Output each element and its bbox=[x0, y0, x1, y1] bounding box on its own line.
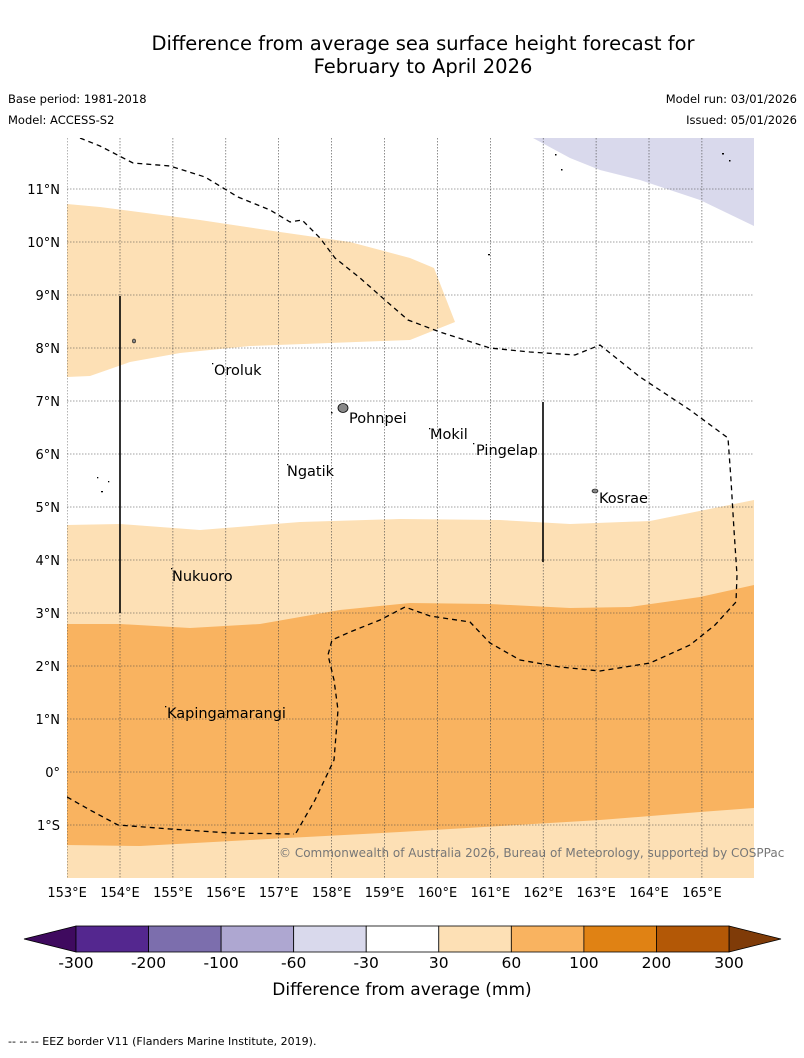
atoll-marker bbox=[132, 338, 136, 344]
longitude-tick-label: 165°E bbox=[682, 886, 722, 901]
colorbar-tick-label: -60 bbox=[281, 954, 306, 972]
latitude-tick-label: 10°N bbox=[27, 236, 60, 251]
colorbar-tick-label: 60 bbox=[501, 954, 521, 972]
place-label-mokil: Mokil bbox=[430, 427, 468, 443]
longitude-tick-label: 156°E bbox=[206, 886, 246, 901]
colorbar-tick-label: -300 bbox=[58, 954, 93, 972]
latitude-tick-label: 9°N bbox=[36, 289, 61, 304]
longitude-tick-label: 158°E bbox=[312, 886, 352, 901]
colorbar-tick-label: 300 bbox=[714, 954, 744, 972]
latitude-tick-label: 0° bbox=[45, 766, 60, 781]
colorbar-segment bbox=[583, 925, 657, 953]
colorbar-segment bbox=[220, 925, 295, 953]
latitude-tick-label: 8°N bbox=[36, 342, 61, 357]
place-label-ngatik: Ngatik bbox=[287, 464, 335, 480]
longitude-tick-label: 162°E bbox=[523, 886, 563, 901]
map-area: Oroluk Pohnpei Mokil Pingelap Ngatik Kos… bbox=[67, 138, 754, 878]
longitude-tick-label: 153°E bbox=[47, 886, 87, 901]
place-label-pohnpei: Pohnpei bbox=[349, 411, 407, 427]
graticule bbox=[67, 138, 754, 878]
longitude-tick-label: 159°E bbox=[365, 886, 405, 901]
longitude-tick-label: 155°E bbox=[153, 886, 193, 901]
colorbar-label: Difference from average (mm) bbox=[272, 980, 531, 1000]
colorbar-segment bbox=[148, 925, 222, 953]
anomaly-band-neg30-neg60 bbox=[533, 138, 754, 226]
title-line-1: Difference from average sea surface heig… bbox=[151, 32, 695, 55]
latitude-tick-label: 6°N bbox=[36, 448, 61, 463]
longitude-tick-label: 154°E bbox=[100, 886, 140, 901]
colorbar-tick-label: -200 bbox=[131, 954, 166, 972]
latitude-tick-label: 5°N bbox=[36, 501, 61, 516]
colorbar-segment bbox=[438, 925, 512, 953]
longitude-tick-label: 160°E bbox=[418, 886, 458, 901]
base-period: Base period: 1981-2018 bbox=[8, 92, 147, 106]
minor-islets bbox=[97, 153, 731, 708]
colorbar-segment bbox=[75, 925, 149, 953]
colorbar-extend-high bbox=[728, 925, 782, 953]
latitude-labels: 11°N 10°N 9°N 8°N 7°N 6°N 5°N 4°N 3°N 2°N 1°N 0° 1°S bbox=[27, 183, 60, 834]
latitude-tick-label: 7°N bbox=[36, 395, 61, 410]
eez-border-north bbox=[79, 138, 738, 834]
colorbar-segments bbox=[75, 925, 730, 953]
latitude-tick-label: 2°N bbox=[36, 660, 61, 675]
kosrae-island bbox=[591, 488, 599, 494]
colorbar-extend-low bbox=[23, 925, 77, 953]
place-label-pingelap: Pingelap bbox=[476, 443, 538, 459]
place-label-nukuoro: Nukuoro bbox=[172, 569, 233, 585]
longitude-tick-label: 157°E bbox=[259, 886, 299, 901]
pohnpei-island bbox=[337, 403, 349, 413]
colorbar-tick-label: 200 bbox=[642, 954, 672, 972]
latitude-tick-label: 1°S bbox=[37, 819, 60, 834]
colorbar-tick-label: 100 bbox=[569, 954, 599, 972]
colorbar-tick-label: 30 bbox=[429, 954, 449, 972]
colorbar-tick-label: -30 bbox=[354, 954, 379, 972]
place-label-oroluk: Oroluk bbox=[214, 363, 262, 379]
longitude-tick-label: 164°E bbox=[629, 886, 669, 901]
colorbar-segment bbox=[365, 925, 440, 953]
colorbar: -300 -200 -100 -60 -30 30 60 100 200 300 Differen… bbox=[23, 925, 782, 1000]
colorbar-segment bbox=[510, 925, 585, 953]
copyright-notice: © Commonwealth of Australia 2026, Bureau… bbox=[279, 846, 784, 860]
latitude-tick-label: 3°N bbox=[36, 607, 61, 622]
chart-title: Difference from average sea surface heig… bbox=[0, 32, 804, 78]
longitude-tick-label: 161°E bbox=[471, 886, 511, 901]
longitude-tick-label: 163°E bbox=[576, 886, 616, 901]
colorbar-segment bbox=[656, 925, 730, 953]
latitude-tick-label: 1°N bbox=[36, 713, 61, 728]
place-label-kapingamarangi: Kapingamarangi bbox=[167, 706, 286, 722]
issued-date: Issued: 05/01/2026 bbox=[686, 113, 797, 127]
title-line-2: February to April 2026 bbox=[313, 55, 533, 78]
longitude-labels: 153°E 154°E 155°E 156°E 157°E 158°E 159°E 160°E… bbox=[47, 886, 721, 901]
anomaly-band-30-60-north bbox=[67, 204, 455, 377]
colorbar-tick-label: -100 bbox=[204, 954, 239, 972]
eez-footnote: -- -- -- EEZ border V11 (Flanders Marine… bbox=[8, 1035, 317, 1048]
model-name: Model: ACCESS-S2 bbox=[8, 113, 115, 127]
eez-border-south bbox=[67, 796, 295, 835]
model-run-date: Model run: 03/01/2026 bbox=[665, 92, 797, 106]
latitude-tick-label: 11°N bbox=[27, 183, 60, 198]
colorbar-segment bbox=[293, 925, 367, 953]
anomaly-band-60-100 bbox=[67, 585, 754, 846]
colorbar-tick-labels: -300 -200 -100 -60 -30 30 60 100 200 300 bbox=[58, 954, 743, 972]
place-label-kosrae: Kosrae bbox=[599, 491, 648, 507]
latitude-tick-label: 4°N bbox=[36, 554, 61, 569]
